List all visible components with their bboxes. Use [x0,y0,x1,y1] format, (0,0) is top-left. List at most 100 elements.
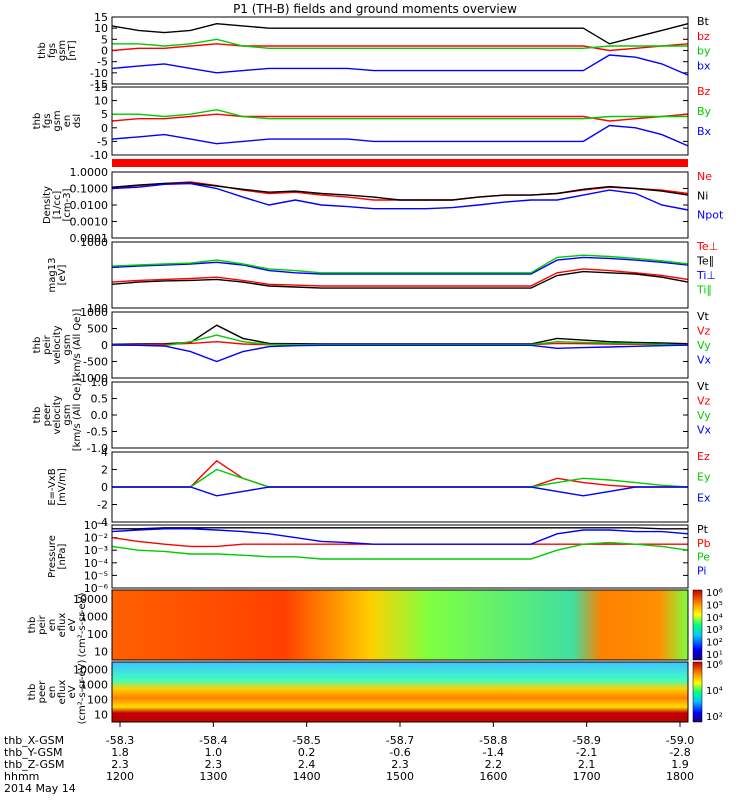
legend-entry: Pt [697,523,709,536]
y-tick-label: -10 [90,149,108,162]
series-line-Ni [111,182,689,201]
y-tick-label: -4 [97,516,108,529]
y-axis-label: fgs [47,43,58,58]
legend-entry: Vz [697,325,711,338]
y-axis-label: [cm-3] [62,188,73,221]
y-tick-label: 1.0000 [70,166,109,179]
y-axis-label: thb [32,113,43,130]
axis-row-label: thb_Y-GSM [4,746,63,759]
y-axis-label: dsl [72,114,83,128]
y-tick-label: 10 [94,22,108,35]
y-gsm-label: 1.8 [111,746,129,759]
y-tick-label: -10 [90,67,108,80]
y-axis-label: Pressure [47,535,58,578]
legend-entry: bx [697,59,711,72]
y-axis-label: Density [42,186,53,224]
y-axis-label: velocity [52,395,63,434]
y-tick-label: 10⁻¹ [84,519,108,532]
z-gsm-label: 2.1 [578,758,596,771]
y-tick-label: 1000 [80,236,108,249]
y-axis-label: [mV/m] [57,468,68,506]
y-tick-label: 0 [101,122,108,135]
series-line-Ex [112,486,688,497]
panel-frame [111,381,689,449]
legend-entry: Ez [697,450,710,463]
separator-band [112,159,688,167]
legend-entry: Bz [697,85,711,98]
y-tick-label: 10 [94,645,108,658]
chart-title: P1 (TH-B) fields and ground moments over… [233,2,517,16]
y-tick-label: 10⁻² [84,532,108,545]
colorbar-tick-label: 10⁶ [706,660,723,671]
series-line-Ti∥ [111,254,689,274]
y-tick-label: -1.0 [87,442,108,455]
y-axis-label: fgs [42,113,53,128]
z-gsm-label: 2.3 [391,758,409,771]
y-tick-label: 1000 [80,610,108,623]
y-tick-label: 15 [94,11,108,24]
colorbar-tick-label: 10² [706,638,723,649]
series-line-Vt [111,324,689,345]
y-axis-label: thb [32,337,43,354]
series-line-Bx [111,124,689,147]
series-line-Pt [112,527,688,530]
y-tick-label: 0 [101,339,108,352]
colorbar [692,661,703,723]
y-axis-label: [eV] [57,265,68,286]
y-axis-label: en [47,686,58,699]
panel-frame [111,524,689,589]
y-gsm-label: -2.8 [669,746,690,759]
x-tick-label: -58.5 [292,734,320,747]
panel-frame [111,16,689,85]
y-axis-label: thb [27,684,38,701]
y-tick-label: 10000 [73,664,108,677]
panel-5: 1000 500 0 -500 -1000 thb peir velocity gsm [km/s… [32,306,712,385]
y-axis-label: peer [42,403,53,427]
y-tick-label: 10⁻⁶ [84,582,109,595]
time-label: 1700 [573,770,601,783]
x-tick-label: -59.0 [666,734,694,747]
y-tick-label: 0 [101,481,108,494]
y-gsm-label: 0.2 [298,746,316,759]
legend-entry: Vy [697,339,711,352]
y-tick-label: 0.1000 [70,183,109,196]
y-tick-label: 0.0010 [70,216,109,229]
y-tick-label: -0.5 [87,426,108,439]
x-tick-label: -58.9 [572,734,600,747]
series-line-by [112,38,688,49]
series-line-Ez [112,459,688,488]
y-tick-label: 15 [94,81,108,94]
z-gsm-label: 2.4 [298,758,316,771]
y-axis-label: mag13 [47,258,58,293]
panel-10: 10000 1000 100 10 thb peer en eflux eV (cm²-s-sr-… [27,660,723,725]
y-tick-label: -500 [83,356,108,369]
legend-entry: Pb [697,537,711,550]
legend-entry: Vz [697,395,711,408]
y-tick-label: 10 [94,95,108,108]
y-axis-label: [km/s (All Qe)] [72,379,83,452]
y-tick-label: 10 [94,709,108,722]
y-axis-label: [km/s (All Qe)] [72,309,83,382]
legend-entry: Bt [697,15,710,28]
colorbar-tick-label: 10² [706,712,723,723]
y-axis-label: gsm [62,404,73,425]
axis-row-label: thb_X-GSM [4,734,64,747]
x-tick-label: -58.8 [479,734,507,747]
legend-entry: Bx [697,125,712,138]
y-axis-label: (cm²-s-sr-eV) [77,593,88,658]
legend-entry: Pi [697,564,706,577]
time-label: 1300 [199,770,227,783]
y-tick-label: 5 [101,33,108,46]
series-line-Pi [111,528,689,545]
colorbar-tick-label: 10¹ [706,650,723,661]
y-axis-label: gsm [52,110,63,131]
series-line-Bt [111,22,689,45]
series-line-Te⊥ [111,268,689,287]
y-tick-label: 0.0001 [70,232,109,245]
y-axis-label: eV [67,685,78,698]
y-tick-label: 4 [101,446,108,459]
colorbar-tick-label: 10⁴ [706,613,723,624]
y-tick-label: 1000 [80,306,108,319]
